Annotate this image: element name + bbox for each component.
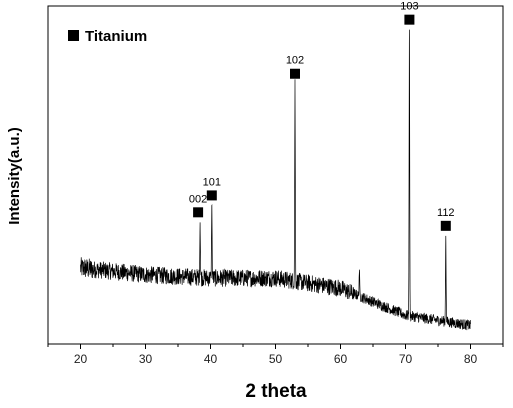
plot-frame [47, 5, 504, 345]
peak-marker-002 [193, 207, 204, 218]
peak-marker-103 [404, 14, 415, 25]
x-tick-label-50: 50 [269, 352, 283, 366]
peak-annotations: 002 101 102 103 112 [189, 1, 455, 231]
peak-marker-102 [290, 68, 300, 79]
x-axis-tick-labels: 20 30 40 50 60 70 80 [74, 352, 478, 366]
x-tick-label-30: 30 [139, 352, 153, 366]
legend: Titanium [68, 28, 147, 45]
peak-label-103: 103 [400, 1, 418, 13]
x-axis-ticks [47, 344, 504, 349]
peak-label-102: 102 [286, 55, 304, 67]
x-tick-label-80: 80 [464, 352, 478, 366]
x-tick-label-40: 40 [204, 352, 218, 366]
peak-marker-101 [206, 190, 217, 201]
legend-entry-titanium: Titanium [85, 28, 147, 45]
peak-label-002: 002 [189, 193, 207, 205]
y-axis-title: Intensity(a.u.) [6, 127, 23, 225]
peak-label-101: 101 [203, 176, 221, 188]
legend-marker-square [68, 30, 79, 41]
peak-marker-112 [440, 220, 451, 231]
x-axis-title: 2 theta [245, 381, 307, 402]
x-tick-label-60: 60 [334, 352, 348, 366]
x-tick-label-70: 70 [399, 352, 413, 366]
peak-label-112: 112 [437, 207, 455, 219]
x-tick-label-20: 20 [74, 352, 88, 366]
spectrum-line [80, 29, 471, 331]
